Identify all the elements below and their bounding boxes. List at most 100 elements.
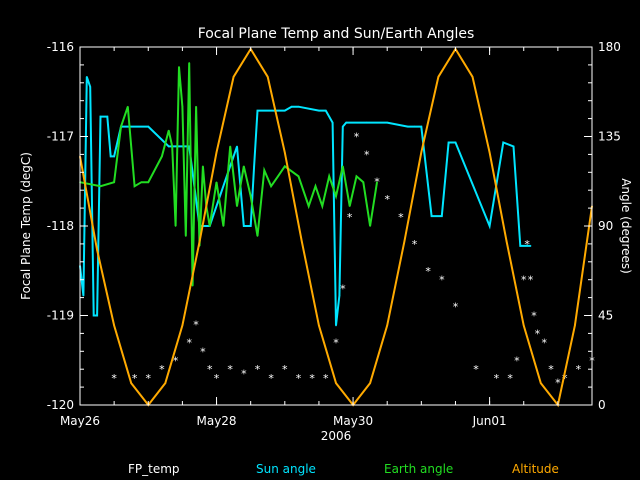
fp-temp-point: * — [132, 372, 138, 385]
chart-title: Focal Plane Temp and Sun/Earth Angles — [198, 26, 475, 42]
altitude-point — [232, 76, 235, 78]
fp-temp-point: * — [555, 377, 561, 390]
y-left-tick-label: -117 — [47, 130, 74, 144]
legend-fp-temp: FP_temp — [128, 462, 180, 476]
fp-temp-point: * — [412, 238, 418, 251]
earth-angle-point — [348, 205, 351, 207]
fp-temp-point: * — [514, 354, 520, 367]
earth-angle-point — [120, 125, 122, 128]
fp-temp-point: * — [398, 211, 404, 224]
sun-angle-point — [82, 294, 85, 297]
y-left-tick-label: -119 — [47, 309, 74, 323]
sun-angle-point — [249, 225, 252, 227]
fp-temp-point: * — [193, 318, 199, 331]
altitude-point — [471, 76, 474, 78]
sun-angle-point — [99, 115, 102, 118]
fp-temp-point: * — [159, 363, 165, 376]
altitude-point — [540, 382, 542, 384]
sun-angle-point — [236, 145, 238, 148]
y-right-tick-label: 180 — [598, 40, 621, 54]
y-right-tick-label: 135 — [598, 130, 621, 144]
earth-angle-point — [181, 105, 184, 108]
altitude-point — [437, 76, 440, 78]
fp-temp-point: * — [214, 372, 220, 385]
altitude-point — [96, 249, 98, 251]
sun-angle-point — [406, 125, 409, 128]
y-right-tick-label: 45 — [598, 309, 613, 323]
earth-angle-point — [270, 185, 272, 188]
fp-temp-point: * — [354, 131, 360, 144]
fp-temp-point: * — [439, 274, 445, 287]
altitude-point — [369, 382, 371, 384]
sun-angle-point — [441, 215, 443, 217]
earth-angle-point — [321, 205, 324, 207]
earth-angle-point — [188, 62, 191, 64]
earth-angle-point — [249, 195, 252, 197]
altitude-point — [198, 241, 201, 243]
sun-angle-point — [454, 141, 457, 144]
earth-angle-point — [208, 225, 211, 227]
fp-temp-point: * — [548, 363, 554, 376]
earth-angle-point — [243, 165, 245, 168]
altitude-point — [266, 76, 269, 78]
y-left-tick-label: -120 — [47, 398, 74, 412]
altitude-point — [386, 324, 389, 327]
sun-angle-point — [488, 225, 491, 227]
legend-sun-angle: Sun angle — [256, 462, 316, 476]
fp-temp-point: * — [453, 301, 459, 314]
fp-temp-point: * — [241, 368, 247, 381]
earth-angle-point — [256, 235, 259, 237]
altitude-point — [215, 151, 218, 154]
sun-angle-point — [365, 121, 368, 124]
earth-angle-point — [202, 165, 204, 168]
altitude-point — [181, 324, 184, 327]
x-tick-label: Jun01 — [472, 414, 507, 428]
earth-angle-point — [167, 129, 170, 132]
sun-angle-point — [512, 145, 515, 148]
fp-temp-point: * — [296, 372, 302, 385]
earth-angle-point — [133, 185, 136, 188]
earth-angle-point — [171, 145, 173, 148]
sun-angle-point — [89, 85, 92, 88]
fp-temp-point: * — [507, 372, 513, 385]
earth-angle-point — [174, 225, 177, 227]
earth-angle-point — [191, 284, 194, 287]
altitude-point — [301, 241, 303, 243]
y-left-tick-label: -118 — [47, 219, 74, 233]
x-tick-label: May26 — [60, 414, 100, 428]
sun-angle-point — [147, 125, 150, 128]
altitude-point — [335, 382, 337, 384]
x-tick-label: May30 — [333, 414, 373, 428]
earth-angle-point — [355, 175, 358, 178]
fp-temp-point: * — [186, 336, 192, 349]
earth-angle-point — [195, 105, 197, 108]
earth-angle-point — [342, 165, 344, 168]
altitude-point — [574, 324, 576, 327]
sun-angle-point — [253, 165, 255, 168]
fp-temp-point: * — [528, 274, 534, 287]
fp-temp-point: * — [521, 274, 527, 287]
altitude-point — [164, 382, 167, 384]
earth-angle-point — [99, 185, 102, 188]
earth-angle-point — [263, 169, 266, 172]
earth-angle-point — [229, 145, 231, 148]
earth-angle-point — [185, 235, 187, 237]
sun-angle-point — [243, 225, 245, 227]
sun-angle-point — [318, 109, 320, 112]
fp-temp-point: * — [146, 372, 152, 385]
fp-temp-point: * — [425, 265, 431, 278]
earth-angle-point — [369, 225, 371, 227]
earth-angle-point — [335, 195, 337, 197]
sun-angle-point — [92, 314, 95, 317]
earth-angle-point — [284, 165, 286, 168]
sun-angle-point — [284, 109, 286, 112]
earth-angle-point — [126, 105, 129, 108]
altitude-point — [522, 324, 525, 327]
fp-temp-point: * — [309, 372, 315, 385]
fp-temp-point: * — [531, 310, 537, 323]
sun-angle-point — [529, 245, 532, 247]
sun-angle-point — [519, 245, 522, 247]
fp-temp-point: * — [494, 372, 500, 385]
fp-temp-point: * — [473, 363, 479, 376]
